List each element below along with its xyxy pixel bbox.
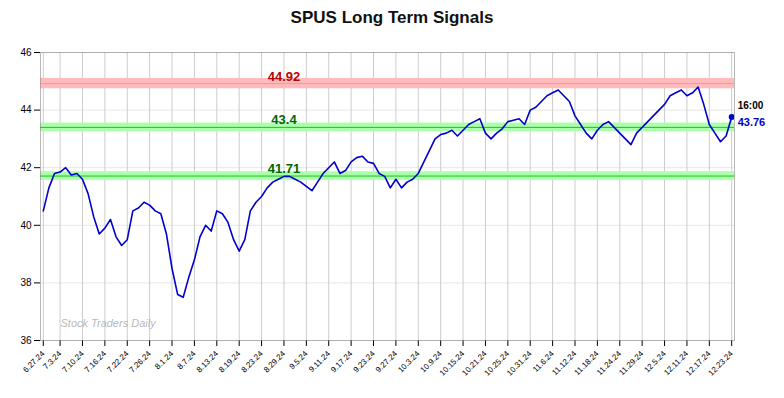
svg-text:9.11.24: 9.11.24 <box>307 349 332 374</box>
svg-text:38: 38 <box>20 277 32 288</box>
svg-text:10.3.24: 10.3.24 <box>396 349 422 375</box>
svg-text:11.24.24: 11.24.24 <box>595 349 623 378</box>
html-text:SPUS Long Term Signals: SPUS Long Term Signals <box>290 8 494 27</box>
svg-text:11.29.24: 11.29.24 <box>617 349 645 377</box>
svg-text:11.18.24: 11.18.24 <box>572 349 601 378</box>
svg-text:9.5.24: 9.5.24 <box>287 349 310 372</box>
svg-text:8.7.24: 8.7.24 <box>175 349 198 372</box>
svg-text:12.17.24: 12.17.24 <box>684 349 713 378</box>
svg-text:9.27.24: 9.27.24 <box>374 349 400 375</box>
svg-text:10.21.24: 10.21.24 <box>460 349 489 378</box>
svg-text:7.3.24: 7.3.24 <box>41 349 64 372</box>
svg-text:10.15.24: 10.15.24 <box>437 349 467 378</box>
svg-text:7.22.24: 7.22.24 <box>105 349 131 375</box>
svg-text:41.71: 41.71 <box>268 161 301 176</box>
svg-text:10.9.24: 10.9.24 <box>418 349 444 375</box>
svg-text:46: 46 <box>20 47 32 58</box>
svg-text:Stock Traders Daily: Stock Traders Daily <box>61 317 158 329</box>
svg-text:11.6.24: 11.6.24 <box>531 349 556 374</box>
svg-text:11.12.24: 11.12.24 <box>550 349 579 378</box>
svg-text:43.76: 43.76 <box>738 116 766 128</box>
svg-text:9.23.24: 9.23.24 <box>351 349 377 375</box>
svg-text:12.11.24: 12.11.24 <box>662 349 691 378</box>
svg-text:7.16.24: 7.16.24 <box>83 349 109 375</box>
svg-text:8.13.24: 8.13.24 <box>195 349 221 375</box>
svg-text:7.26.24: 7.26.24 <box>128 349 154 375</box>
svg-text:42: 42 <box>20 162 32 173</box>
svg-text:8.19.24: 8.19.24 <box>217 349 243 375</box>
svg-text:8.1.24: 8.1.24 <box>153 349 175 371</box>
svg-text:36: 36 <box>20 335 32 346</box>
svg-text:43.4: 43.4 <box>271 112 297 127</box>
svg-text:8.29.24: 8.29.24 <box>262 349 288 375</box>
svg-text:44.92: 44.92 <box>268 69 301 84</box>
svg-text:10.25.24: 10.25.24 <box>482 349 512 378</box>
svg-text:9.17.24: 9.17.24 <box>329 349 355 375</box>
svg-text:12.5.24: 12.5.24 <box>642 349 668 375</box>
svg-text:8.23.24: 8.23.24 <box>240 349 266 375</box>
svg-text:7.10.24: 7.10.24 <box>60 349 86 375</box>
svg-text:16:00: 16:00 <box>738 100 764 111</box>
svg-text:40: 40 <box>20 220 32 231</box>
svg-text:44: 44 <box>20 104 32 115</box>
svg-text:6.27.24: 6.27.24 <box>21 349 47 375</box>
svg-text:10.31.24: 10.31.24 <box>505 349 534 378</box>
svg-text:12.23.24: 12.23.24 <box>707 349 736 378</box>
